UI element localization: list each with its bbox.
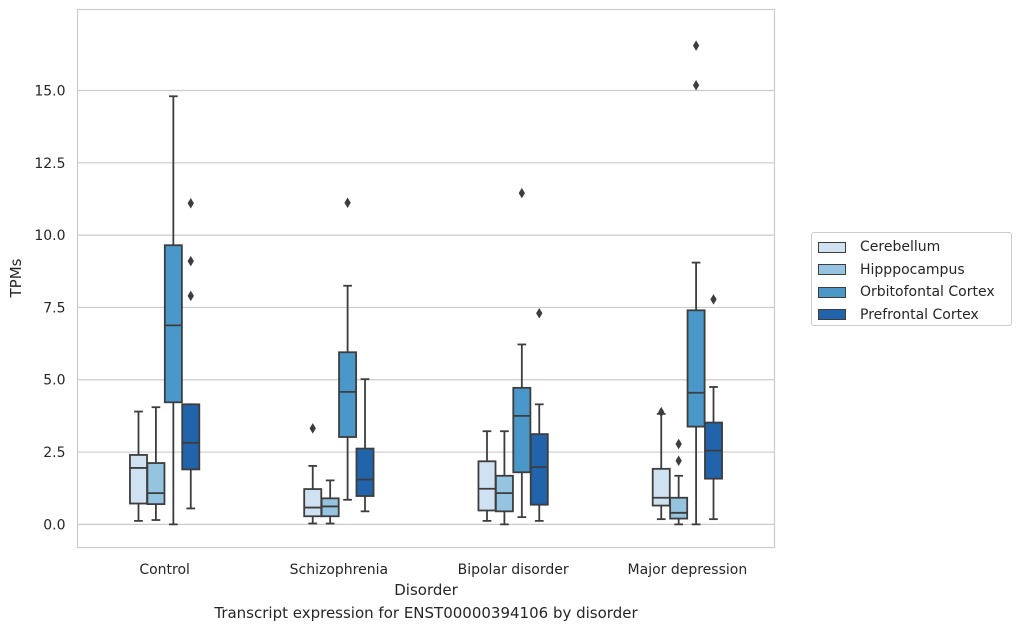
y-tick-label: 0.0 bbox=[43, 517, 65, 533]
y-axis-title: TPMs bbox=[7, 258, 25, 298]
box-group bbox=[529, 307, 549, 522]
y-tick-label: 15.0 bbox=[34, 83, 65, 99]
x-axis-title: Disorder bbox=[394, 581, 458, 599]
legend-label: Cerebellum bbox=[860, 239, 941, 256]
x-tick-label: Schizophrenia bbox=[290, 562, 388, 578]
box bbox=[181, 403, 201, 471]
box bbox=[303, 488, 323, 518]
legend-label: Hipppocampus bbox=[860, 261, 965, 278]
legend-item: Prefrontal Cortex bbox=[818, 304, 1011, 327]
x-tick-label: Control bbox=[139, 562, 190, 578]
x-tick-label: Major depression bbox=[628, 562, 748, 578]
box bbox=[686, 309, 706, 428]
outlier-point bbox=[692, 40, 700, 51]
box bbox=[338, 351, 358, 438]
box bbox=[477, 460, 497, 512]
box-group bbox=[129, 410, 148, 522]
plot-frame bbox=[76, 8, 776, 549]
y-tick-label: 5.0 bbox=[43, 373, 65, 389]
legend-item: Cerebellum bbox=[818, 236, 1011, 259]
legend-swatch bbox=[818, 241, 846, 253]
x-tick-labels: Control Schizophrenia Bipolar disorder Majo… bbox=[139, 562, 747, 578]
legend-swatch bbox=[818, 309, 846, 321]
outlier-point bbox=[344, 197, 351, 208]
box-group bbox=[355, 378, 375, 513]
box-group bbox=[704, 294, 723, 521]
outlier-point bbox=[658, 406, 665, 418]
box-group bbox=[686, 40, 706, 526]
box bbox=[651, 467, 671, 507]
legend: Cerebellum Hipppocampus Orbitofontal Cor… bbox=[811, 232, 1012, 326]
legend-label: Prefrontal Cortex bbox=[860, 306, 979, 323]
outlier-point bbox=[536, 307, 543, 319]
box-group bbox=[651, 406, 671, 521]
box bbox=[512, 386, 532, 474]
box bbox=[669, 496, 689, 520]
y-tick-label: 10.0 bbox=[34, 228, 65, 244]
outlier-point bbox=[692, 80, 700, 91]
x-tick-label: Bipolar disorder bbox=[458, 562, 569, 578]
legend-item: Hipppocampus bbox=[818, 259, 1011, 282]
outlier-point bbox=[710, 294, 717, 305]
box-group bbox=[181, 198, 201, 510]
box-group bbox=[512, 187, 532, 519]
outlier-point bbox=[309, 423, 316, 434]
outlier-point bbox=[187, 198, 194, 209]
y-tick-label: 7.5 bbox=[43, 300, 65, 316]
box-group bbox=[494, 430, 514, 526]
y-tick-label: 2.5 bbox=[43, 445, 65, 461]
legend-swatch bbox=[818, 286, 846, 298]
box-group bbox=[338, 197, 358, 501]
legend-item: Orbitofontal Cortex bbox=[818, 281, 1011, 304]
box bbox=[129, 454, 148, 505]
y-tick-labels: 0.0 2.5 5.0 7.5 10.0 12.5 15.0 bbox=[34, 83, 65, 533]
outlier-point bbox=[675, 438, 682, 450]
legend-swatch bbox=[818, 264, 846, 276]
outlier-point bbox=[187, 290, 194, 302]
box-plots bbox=[129, 40, 723, 526]
box-group bbox=[146, 406, 166, 521]
y-tick-label: 12.5 bbox=[34, 156, 65, 172]
box-group bbox=[669, 438, 689, 526]
box bbox=[355, 447, 375, 497]
box-group bbox=[303, 423, 323, 525]
outlier-point bbox=[518, 187, 525, 199]
outlier-point bbox=[675, 455, 682, 466]
legend-label: Orbitofontal Cortex bbox=[860, 284, 995, 301]
outlier-point bbox=[187, 255, 194, 267]
box-group bbox=[163, 95, 183, 526]
box bbox=[146, 462, 166, 506]
chart-caption: Transcript expression for ENST0000039410… bbox=[214, 604, 638, 622]
box bbox=[529, 433, 549, 506]
box-group bbox=[477, 430, 497, 522]
box bbox=[163, 244, 183, 404]
box-group bbox=[320, 479, 340, 525]
